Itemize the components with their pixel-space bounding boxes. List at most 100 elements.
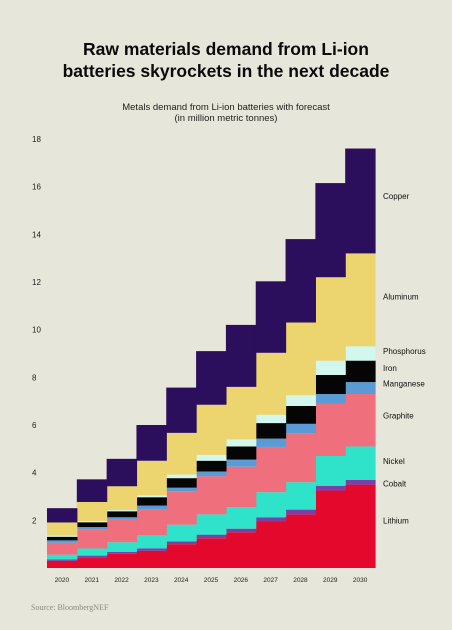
chart-subtitle: Metals demand from Li-ion batteries with…	[0, 102, 452, 124]
segment-manganese-2027	[255, 438, 287, 447]
segment-copper-2022	[106, 458, 138, 487]
segment-graphite-2026	[225, 466, 257, 508]
segment-lithium-2020	[47, 560, 78, 568]
source-note: Source: BloombergNEF	[31, 603, 109, 612]
y-tick-label: 8	[32, 373, 37, 382]
y-tick-label: 18	[32, 135, 41, 144]
segment-cobalt-2020	[47, 559, 78, 561]
series-label-manganese: Manganese	[383, 379, 425, 388]
segment-nickel-2023	[136, 535, 167, 549]
series-label-phosphorus: Phosphorus	[383, 347, 426, 356]
segment-lithium-2022	[106, 553, 138, 568]
y-tick-label: 10	[32, 326, 41, 335]
segment-phosphorus-2021	[76, 521, 108, 523]
segment-aluminum-2022	[106, 486, 138, 511]
segment-iron-2026	[225, 446, 257, 460]
segment-nickel-2021	[76, 548, 108, 556]
segment-manganese-2026	[225, 459, 257, 467]
x-tick-label: 2029	[323, 577, 338, 584]
segment-lithium-2027	[255, 521, 287, 568]
y-tick-label: 4	[32, 469, 37, 478]
segment-cobalt-2030	[345, 479, 376, 485]
segment-aluminum-2020	[47, 522, 78, 536]
segment-lithium-2023	[136, 550, 167, 568]
segment-phosphorus-2026	[225, 439, 257, 447]
segment-iron-2022	[106, 511, 138, 518]
series-label-aluminum: Aluminum	[383, 292, 419, 301]
series-label-copper: Copper	[383, 192, 410, 201]
segment-aluminum-2029	[315, 277, 346, 361]
segment-graphite-2027	[255, 446, 287, 493]
segment-iron-2025	[196, 460, 227, 472]
segment-phosphorus-2024	[166, 474, 197, 479]
segment-iron-2030	[345, 360, 376, 383]
segment-graphite-2023	[136, 509, 167, 536]
y-tick-label: 2	[32, 516, 37, 525]
x-tick-label: 2027	[263, 577, 278, 584]
segment-manganese-2030	[345, 382, 376, 395]
segment-manganese-2023	[136, 505, 167, 510]
segment-copper-2026	[225, 324, 257, 387]
x-tick-label: 2030	[353, 577, 368, 584]
segment-lithium-2029	[315, 490, 346, 568]
segment-nickel-2029	[315, 455, 346, 486]
segment-graphite-2028	[285, 433, 316, 483]
segment-cobalt-2023	[136, 548, 167, 551]
segment-nickel-2025	[196, 514, 227, 535]
segment-iron-2027	[255, 423, 287, 439]
segment-aluminum-2024	[166, 432, 197, 475]
segment-manganese-2025	[196, 471, 227, 477]
segment-phosphorus-2028	[285, 395, 316, 406]
segment-aluminum-2021	[76, 501, 108, 522]
segment-cobalt-2021	[76, 555, 108, 558]
y-tick-label: 6	[32, 421, 37, 430]
segment-copper-2021	[76, 479, 108, 502]
x-tick-label: 2028	[293, 577, 308, 584]
page-title: Raw materials demand from Li-ion batteri…	[62, 39, 390, 81]
segment-iron-2028	[285, 405, 316, 424]
segment-graphite-2024	[166, 491, 197, 525]
segment-nickel-2022	[106, 542, 138, 552]
segment-phosphorus-2027	[255, 414, 287, 424]
segment-lithium-2021	[76, 557, 108, 568]
segment-aluminum-2027	[255, 352, 287, 415]
x-tick-label: 2020	[55, 577, 70, 584]
segment-cobalt-2024	[166, 541, 197, 545]
x-tick-label: 2022	[114, 577, 129, 584]
segment-phosphorus-2025	[196, 454, 227, 461]
segment-aluminum-2025	[196, 404, 227, 455]
segment-cobalt-2022	[106, 551, 138, 554]
segment-lithium-2024	[166, 544, 197, 568]
segment-graphite-2020	[47, 542, 78, 555]
segment-copper-2024	[166, 387, 197, 433]
segment-phosphorus-2022	[106, 510, 138, 512]
segment-graphite-2025	[196, 476, 227, 515]
x-tick-label: 2023	[144, 577, 159, 584]
y-tick-label: 14	[32, 230, 41, 239]
segment-manganese-2024	[166, 487, 197, 492]
segment-lithium-2025	[196, 538, 227, 568]
segment-copper-2028	[285, 239, 316, 323]
segment-cobalt-2029	[315, 485, 346, 491]
segment-iron-2021	[76, 522, 108, 528]
series-label-cobalt: Cobalt	[383, 479, 407, 488]
x-tick-label: 2021	[84, 577, 99, 584]
segment-aluminum-2030	[345, 253, 376, 347]
segment-nickel-2028	[285, 482, 316, 510]
segment-copper-2020	[47, 508, 78, 523]
segment-lithium-2030	[345, 484, 376, 568]
segment-iron-2023	[136, 497, 167, 506]
series-label-iron: Iron	[383, 364, 397, 373]
series-label-graphite: Graphite	[383, 411, 414, 420]
x-tick-label: 2025	[204, 577, 219, 584]
segment-iron-2020	[47, 536, 78, 541]
segment-manganese-2021	[76, 527, 108, 530]
segment-nickel-2020	[47, 554, 78, 560]
segment-copper-2029	[315, 183, 346, 278]
segment-iron-2024	[166, 478, 197, 488]
y-tick-label: 12	[32, 278, 41, 287]
segment-graphite-2030	[345, 394, 376, 447]
segment-iron-2029	[315, 374, 346, 395]
subtitle-line-2: (in million metric tonnes)	[174, 113, 278, 124]
